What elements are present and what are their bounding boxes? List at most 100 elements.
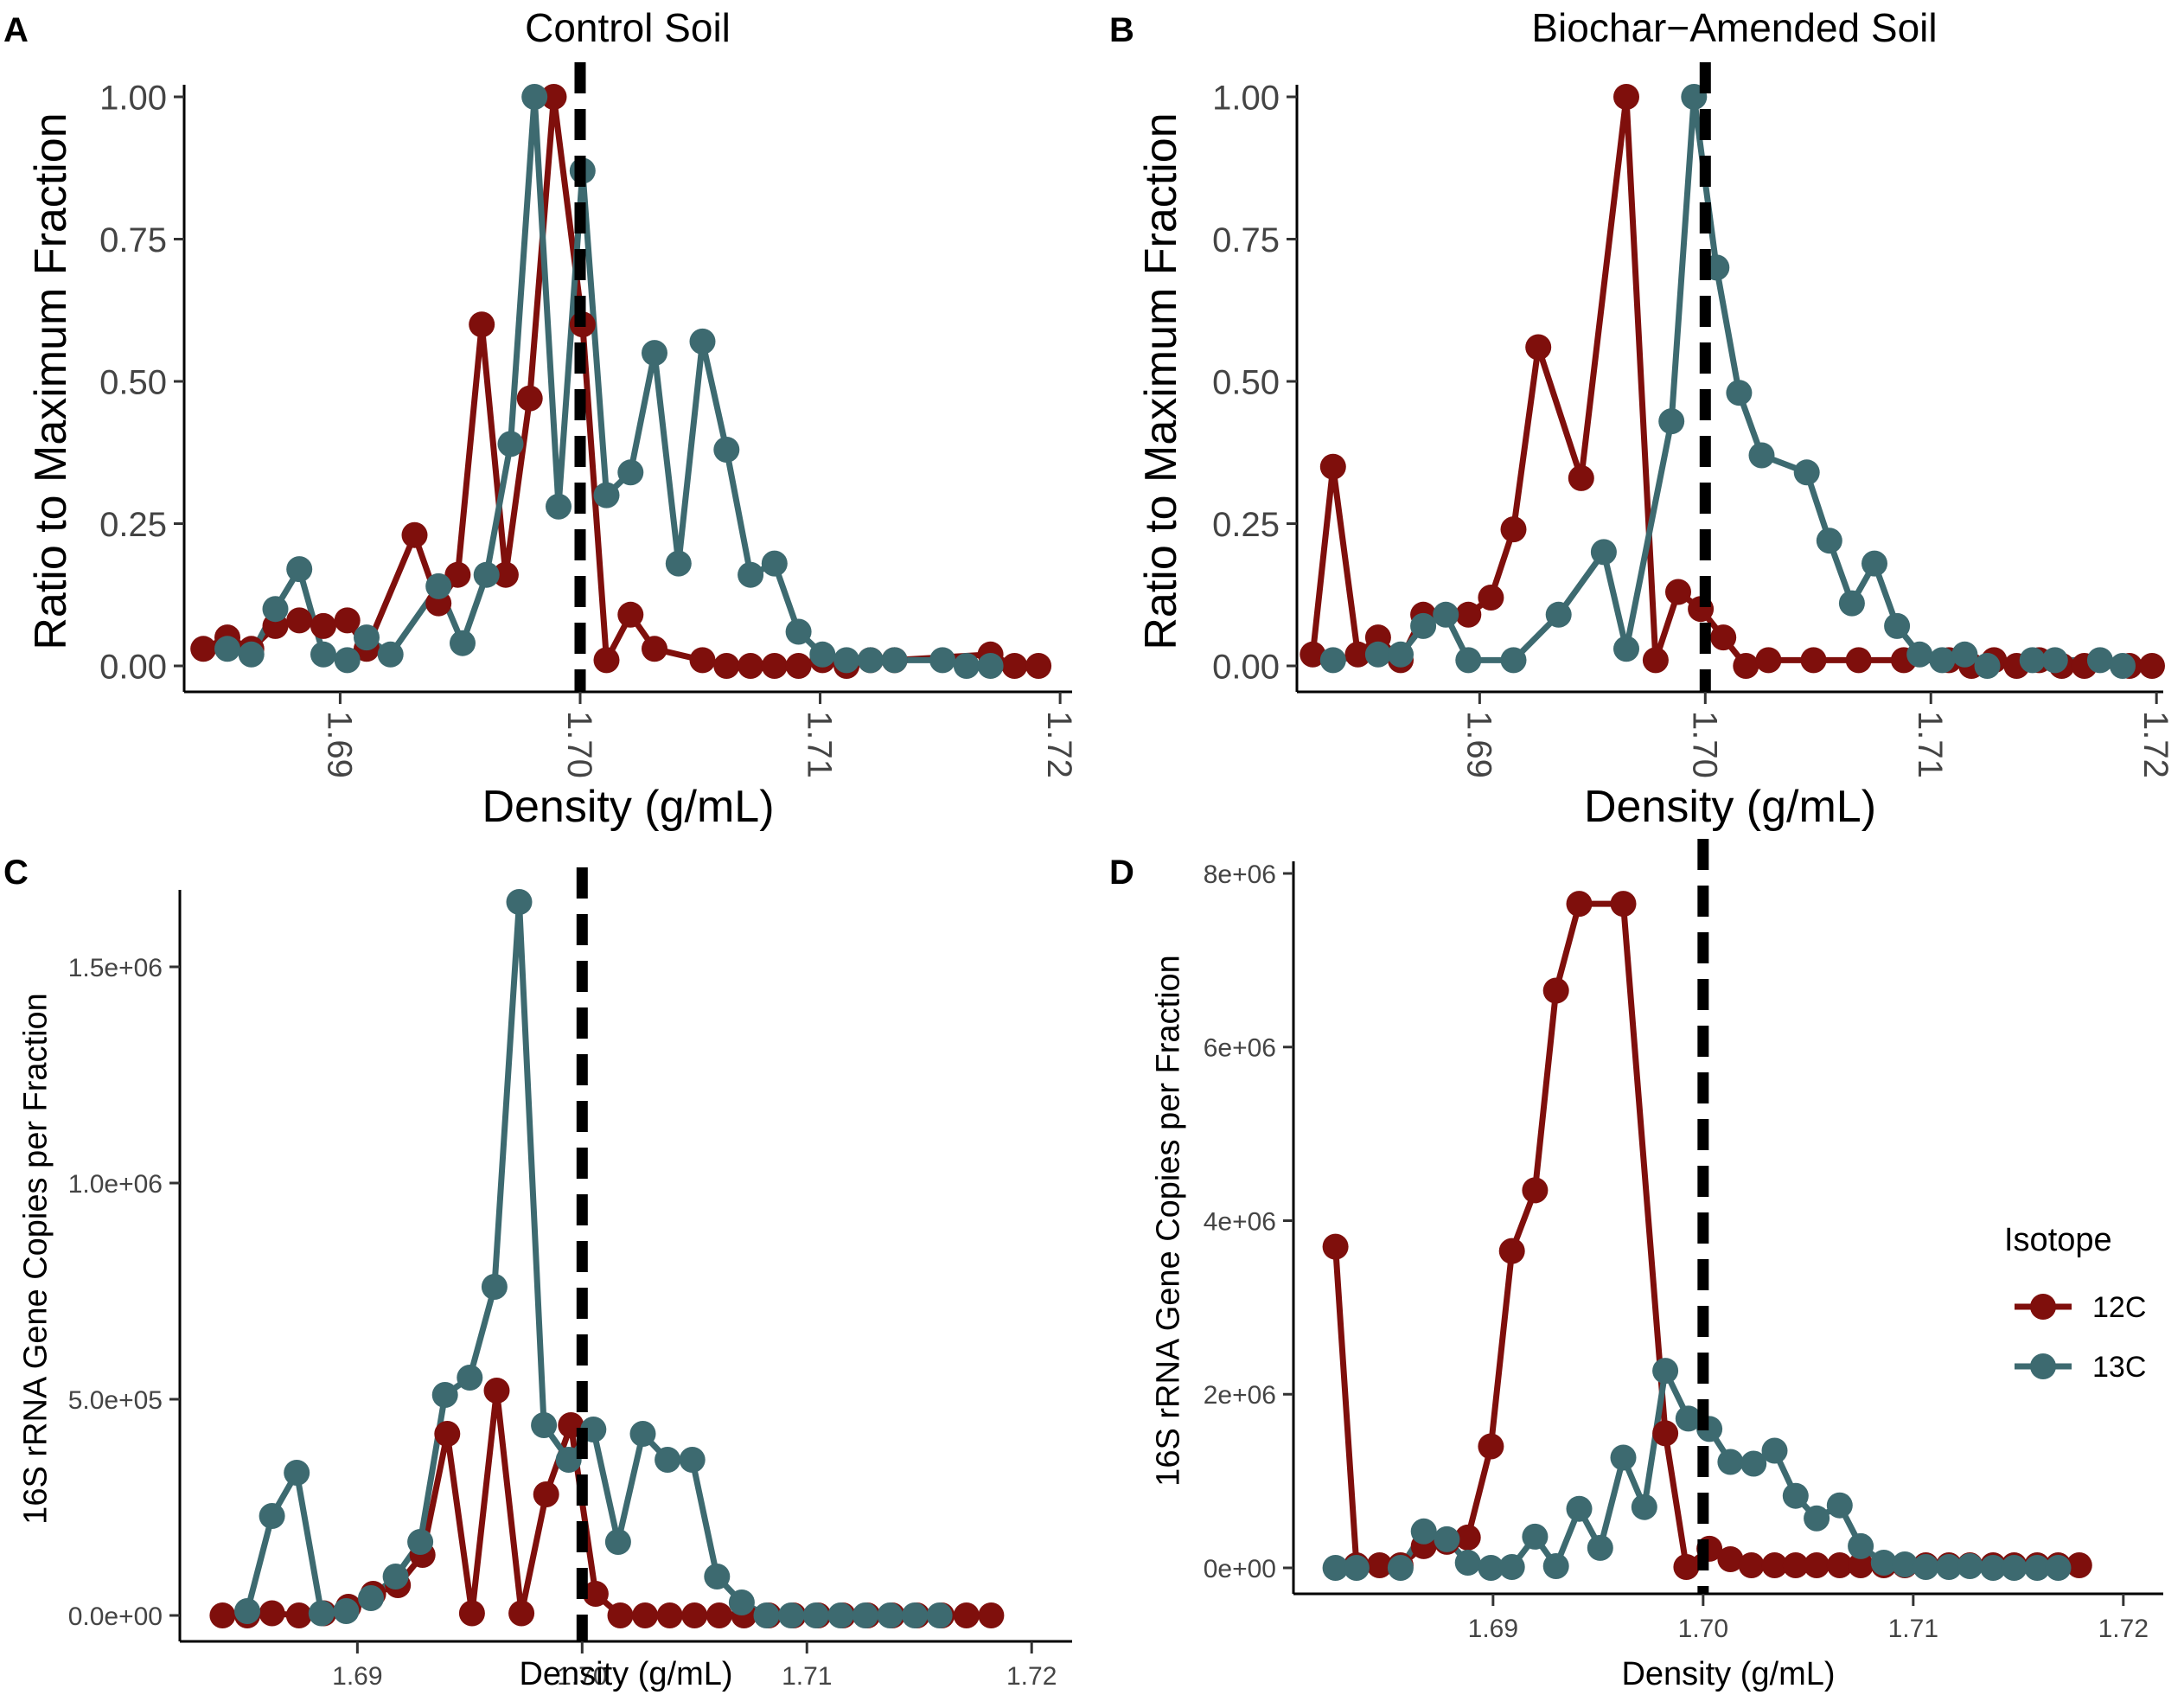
- x-axis-label: Density (g/mL): [1584, 782, 1876, 832]
- legend-label-13c: 13C: [2092, 1351, 2146, 1384]
- panel-b: B Biochar−Amended Soil 0.00 0.25 0.50 0.75 1.0…: [1109, 5, 2174, 832]
- point-13c: [802, 1602, 829, 1628]
- point-13c: [497, 431, 524, 457]
- x-tick-label: 1.69: [332, 1662, 382, 1691]
- point-12c: [617, 601, 644, 628]
- y-tick-label: 2e+06: [1204, 1381, 1276, 1410]
- point-12c: [458, 1600, 485, 1627]
- point-12c: [540, 84, 567, 110]
- y-tick-label: 4e+06: [1204, 1207, 1276, 1236]
- y-tick-label: 6e+06: [1204, 1034, 1276, 1063]
- y-tick-label: 0e+00: [1204, 1555, 1276, 1583]
- x-axis-label: Density (g/mL): [482, 782, 774, 832]
- point-13c: [704, 1564, 731, 1589]
- legend-marker-13c: [2030, 1353, 2056, 1379]
- y-axis-label: Ratio to Maximum Fraction: [1136, 112, 1186, 649]
- point-13c: [1740, 1450, 1767, 1477]
- point-13c: [1748, 442, 1775, 469]
- point-12c: [469, 311, 495, 338]
- point-12c: [2066, 1552, 2092, 1578]
- point-12c: [1322, 1233, 1349, 1260]
- y-tick-label: 0.75: [1212, 221, 1280, 259]
- point-13c: [1319, 647, 1346, 674]
- point-13c: [308, 1600, 335, 1627]
- point-13c: [1974, 653, 2001, 679]
- point-12c: [434, 1421, 461, 1447]
- y-axis-label: Ratio to Maximum Fraction: [26, 112, 76, 649]
- legend-title: Isotope: [2004, 1222, 2112, 1258]
- point-13c: [642, 340, 667, 367]
- series-line-12c: [1309, 93, 2152, 669]
- point-13c: [1816, 528, 1842, 554]
- point-13c: [555, 1447, 582, 1473]
- point-13c: [1455, 647, 1482, 674]
- point-13c: [655, 1447, 681, 1473]
- point-13c: [617, 459, 644, 486]
- x-tick-label: 1.71: [1911, 711, 1949, 778]
- point-13c: [382, 1564, 409, 1589]
- point-12c: [1454, 1524, 1481, 1551]
- point-12c: [533, 1481, 559, 1507]
- panel-c: C 0.0e+00 5.0e+05 1.0e+06 1.5e+06 1.69 1.70 1.7…: [3, 854, 1072, 1692]
- point-13c: [852, 1602, 878, 1628]
- point-13c: [2045, 1555, 2072, 1581]
- point-13c: [481, 1274, 508, 1300]
- y-tick-label: 5.0e+05: [68, 1386, 163, 1415]
- point-12c: [953, 1602, 980, 1628]
- point-12c: [1717, 1546, 1744, 1572]
- point-13c: [1388, 641, 1414, 668]
- point-12c: [1665, 579, 1691, 605]
- point-13c: [1913, 1554, 1939, 1580]
- point-13c: [1761, 1437, 1788, 1464]
- point-12c: [310, 612, 336, 639]
- point-12c: [1478, 1433, 1504, 1460]
- point-13c: [457, 1365, 483, 1391]
- x-axis-label: Density (g/mL): [519, 1656, 732, 1692]
- point-13c: [1410, 612, 1437, 639]
- y-tick-label: 1.00: [1212, 79, 1280, 117]
- series-line-13c: [1332, 93, 2123, 669]
- point-13c: [738, 561, 764, 588]
- point-13c: [377, 641, 404, 668]
- x-tick-label: 1.72: [2098, 1615, 2149, 1643]
- point-13c: [1804, 1505, 1830, 1532]
- x-axis-label: Density (g/mL): [1621, 1656, 1835, 1692]
- point-13c: [926, 1602, 953, 1628]
- point-12c: [1652, 1420, 1679, 1447]
- point-13c: [1545, 601, 1572, 628]
- x-tick-label: 1.70: [1685, 711, 1723, 778]
- point-12c: [1848, 1552, 1874, 1578]
- point-12c: [1804, 1552, 1830, 1578]
- point-13c: [1782, 1482, 1809, 1509]
- point-13c: [2086, 647, 2113, 674]
- point-12c: [1733, 653, 1759, 679]
- point-13c: [1675, 1405, 1702, 1432]
- point-12c: [1845, 647, 1872, 674]
- point-12c: [706, 1602, 732, 1628]
- point-13c: [1726, 380, 1753, 406]
- point-12c: [1761, 1552, 1788, 1578]
- point-12c: [1613, 84, 1639, 110]
- point-12c: [593, 647, 620, 674]
- point-12c: [738, 653, 764, 679]
- point-13c: [234, 1598, 260, 1624]
- point-13c: [1410, 1518, 1437, 1545]
- point-13c: [761, 550, 788, 577]
- point-12c: [1710, 624, 1737, 651]
- point-13c: [521, 84, 548, 110]
- point-12c: [1566, 891, 1593, 918]
- point-12c: [259, 1600, 285, 1627]
- y-tick-label: 0.75: [99, 221, 167, 259]
- point-12c: [607, 1602, 634, 1628]
- point-12c: [401, 521, 428, 548]
- point-13c: [977, 653, 1004, 679]
- x-tick-label: 1.70: [557, 1662, 607, 1691]
- point-12c: [508, 1600, 535, 1627]
- y-tick-label: 0.50: [1212, 363, 1280, 401]
- y-tick-label: 0.25: [1212, 506, 1280, 544]
- point-12c: [1525, 334, 1552, 361]
- point-13c: [1980, 1555, 2007, 1581]
- point-13c: [1522, 1523, 1549, 1550]
- point-13c: [1387, 1555, 1414, 1581]
- point-12c: [1300, 641, 1326, 668]
